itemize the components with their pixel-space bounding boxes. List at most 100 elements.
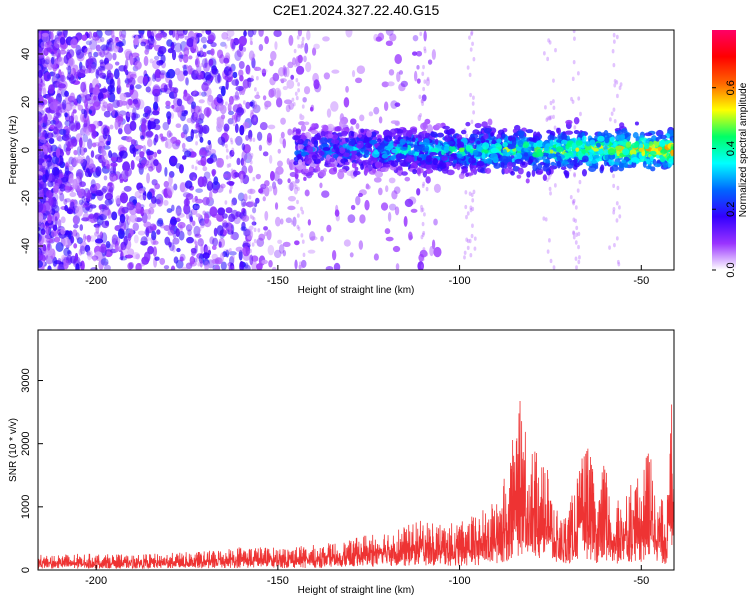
speckle-cell — [152, 110, 160, 116]
speckle-cell — [82, 212, 90, 222]
speckle-cell — [130, 89, 139, 101]
speckle-cell — [359, 114, 365, 122]
speckle-cell — [232, 71, 238, 79]
streak-cell — [295, 78, 299, 83]
streak-cell — [198, 70, 202, 75]
speckle-cell — [320, 235, 324, 242]
speckle-cell — [242, 201, 248, 207]
speckle-cell — [135, 202, 142, 212]
speckle-cell — [80, 81, 87, 93]
signal-cell — [416, 157, 423, 162]
speckle-cell — [152, 88, 161, 97]
signal-cell — [502, 142, 508, 148]
signal-cell — [545, 158, 550, 164]
speckle-cell — [262, 95, 267, 101]
speckle-cell — [410, 208, 418, 213]
speckle-cell — [220, 41, 227, 47]
streak-cell — [227, 264, 231, 270]
streak-cell — [250, 152, 254, 158]
speckle-cell — [304, 42, 309, 54]
speckle-cell — [182, 64, 189, 70]
streak-cell — [247, 70, 251, 75]
signal-cell — [619, 122, 625, 129]
speckle-cell — [228, 251, 237, 256]
signal-cell — [420, 143, 426, 151]
streak-cell — [224, 44, 228, 49]
snr-background — [38, 330, 674, 570]
signal-cell — [311, 123, 317, 128]
speckle-cell — [90, 267, 98, 270]
streak-cell — [224, 200, 228, 205]
signal-cell — [564, 130, 574, 135]
speckle-cell — [75, 49, 85, 59]
speckle-cell — [50, 31, 54, 41]
speckle-cell — [97, 91, 104, 102]
streak-cell — [249, 137, 253, 143]
speckle-cell — [150, 188, 156, 193]
signal-cell — [617, 134, 625, 141]
signal-cell — [525, 178, 530, 184]
speckle-cell — [151, 30, 157, 37]
signal-cell — [573, 130, 580, 135]
signal-cell — [659, 134, 667, 139]
streak-cell — [420, 99, 424, 104]
speckle-cell — [58, 49, 67, 55]
streak-cell — [473, 246, 477, 251]
speckle-cell — [59, 36, 66, 45]
signal-cell — [595, 142, 601, 147]
speckle-cell — [125, 136, 133, 143]
streak-cell — [576, 71, 580, 76]
streak-cell — [301, 210, 305, 215]
speckle-cell — [259, 68, 268, 73]
signal-cell — [655, 136, 660, 142]
colorbar-gradient — [712, 30, 736, 270]
speckle-cell — [334, 209, 340, 217]
streak-cell — [420, 234, 424, 240]
speckle-cell — [48, 196, 54, 206]
speckle-cell — [99, 36, 105, 43]
speckle-cell — [185, 193, 194, 200]
speckle-cell — [57, 219, 62, 229]
speckle-cell — [195, 58, 200, 68]
speckle-cell — [431, 49, 436, 60]
signal-cell — [378, 153, 383, 159]
speckle-cell — [64, 112, 68, 118]
speckle-cell — [84, 200, 90, 206]
streak-cell — [613, 83, 617, 88]
speckle-cell — [54, 236, 61, 243]
signal-cell — [571, 142, 576, 150]
signal-cell — [535, 140, 544, 148]
speckle-cell — [56, 128, 60, 135]
speckle-cell — [272, 185, 278, 196]
speckle-cell — [64, 165, 69, 176]
streak-cell — [249, 160, 253, 165]
speckle-cell — [403, 216, 408, 227]
speckle-cell — [175, 208, 182, 216]
signal-cell — [589, 139, 596, 146]
speckle-cell — [193, 105, 201, 113]
speckle-cell — [46, 57, 52, 63]
speckle-cell — [117, 120, 124, 130]
streak-cell — [612, 206, 616, 212]
speckle-cell — [277, 239, 283, 245]
speckle-cell — [84, 169, 91, 178]
speckle-cell — [76, 146, 82, 156]
streak-cell — [251, 202, 255, 208]
speckle-cell — [337, 170, 345, 180]
speckle-cell — [38, 83, 43, 92]
speckle-cell — [59, 74, 66, 83]
spectrogram-cells — [38, 30, 674, 270]
streak-cell — [619, 82, 623, 87]
signal-cell — [644, 142, 650, 150]
streak-cell — [472, 110, 476, 115]
streak-cell — [422, 247, 426, 252]
speckle-cell — [98, 138, 106, 147]
speckle-cell — [71, 95, 76, 103]
speckle-cell — [56, 30, 63, 36]
speckle-cell — [179, 256, 184, 262]
speckle-cell — [245, 101, 251, 110]
signal-cell — [341, 130, 348, 137]
speckle-cell — [295, 178, 300, 184]
speckle-cell — [248, 129, 253, 140]
